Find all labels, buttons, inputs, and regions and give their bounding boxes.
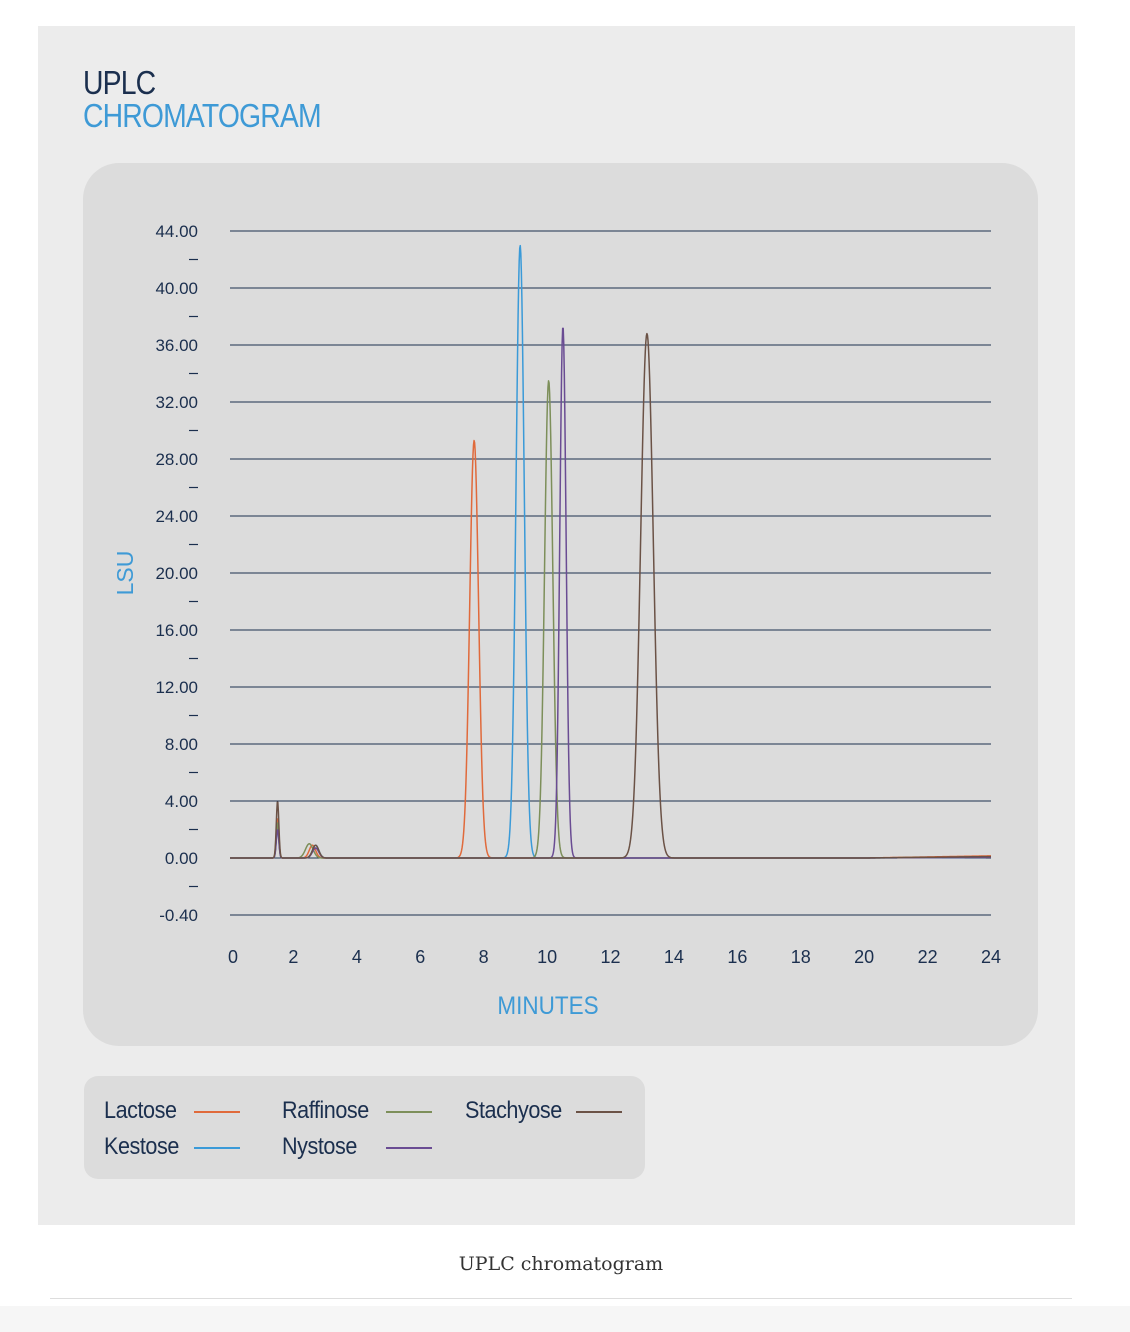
divider — [50, 1298, 1072, 1299]
legend-swatch-nystose — [386, 1147, 432, 1149]
page-footer-strip — [0, 1306, 1130, 1332]
y-tick-label: 44.00 — [155, 222, 198, 241]
legend-swatch-lactose — [194, 1111, 240, 1113]
legend-label: Raffinose — [282, 1097, 369, 1124]
legend-swatch-raffinose — [386, 1111, 432, 1113]
series-line-stachyose — [229, 332, 992, 859]
y-tick-label: 0.00 — [165, 849, 198, 868]
x-tick-label: 14 — [664, 947, 684, 967]
x-tick-label: 4 — [352, 947, 362, 967]
legend-item-stachyose: Stachyose — [465, 1096, 573, 1126]
series-line-nystose — [229, 327, 992, 859]
figure-caption: UPLC chromatogram — [458, 1253, 664, 1275]
x-tick-label: 20 — [854, 947, 874, 967]
label-layer: -0.40 0.00 4.00 8.00 12.00 16.00 20.00 24.00 28.… — [112, 222, 1001, 1020]
y-tick-label: 40.00 — [155, 279, 198, 298]
legend-swatch-kestose — [194, 1147, 240, 1149]
y-tick-label: 16.00 — [155, 621, 198, 640]
x-tick-label: 12 — [600, 947, 620, 967]
x-tick-label: 18 — [791, 947, 811, 967]
x-tick-label: 6 — [415, 947, 425, 967]
x-tick-label: 22 — [918, 947, 938, 967]
chromatogram-plot: -0.40 0.00 4.00 8.00 12.00 16.00 20.00 24.00 28.… — [112, 222, 1001, 1020]
legend-item-kestose: Kestose — [104, 1132, 187, 1162]
legend-label: Kestose — [104, 1133, 179, 1160]
legend-item-raffinose: Raffinose — [282, 1096, 378, 1126]
series-line-raffinose — [229, 380, 992, 859]
x-tick-label: 0 — [228, 947, 238, 967]
x-tick-label: 10 — [537, 947, 557, 967]
series-line-kestose — [229, 244, 992, 859]
plot-panel: -0.40 0.00 4.00 8.00 12.00 16.00 20.00 24.00 28.… — [83, 163, 1038, 1046]
legend-label: Lactose — [104, 1097, 177, 1124]
y-tick-label: 24.00 — [155, 507, 198, 526]
legend-label: Nystose — [282, 1133, 357, 1160]
y-tick-label: 32.00 — [155, 393, 198, 412]
series-line-lactose — [229, 439, 992, 859]
series-layer — [229, 244, 992, 859]
x-tick-label: 24 — [981, 947, 1001, 967]
x-tick-label: 16 — [727, 947, 747, 967]
x-tick-label: 8 — [479, 947, 489, 967]
legend-swatch-stachyose — [576, 1111, 622, 1113]
y-tick-label: 12.00 — [155, 678, 198, 697]
y-tick-label: 20.00 — [155, 564, 198, 583]
y-tick-label: 36.00 — [155, 336, 198, 355]
y-tick-label: 28.00 — [155, 450, 198, 469]
y-tick-label: 8.00 — [165, 735, 198, 754]
legend-item-nystose: Nystose — [282, 1132, 365, 1162]
legend-label: Stachyose — [465, 1097, 562, 1124]
legend-item-lactose: Lactose — [104, 1096, 185, 1126]
y-tick-label: -0.40 — [159, 906, 198, 925]
chart-figure: UPLC CHROMATOGRAM -0.40 0.00 4.00 8.00 12.00… — [38, 26, 1075, 1225]
legend: Lactose Kestose Raffinose Nystose Stachy… — [84, 1076, 645, 1179]
x-axis-label: MINUTES — [497, 992, 598, 1020]
x-tick-label: 2 — [288, 947, 298, 967]
y-axis-label: LSU — [112, 551, 138, 596]
grid-layer — [189, 230, 991, 916]
chart-title-line2: CHROMATOGRAM — [83, 97, 322, 134]
chart-title-line1: UPLC — [83, 64, 156, 101]
y-tick-label: 4.00 — [165, 792, 198, 811]
